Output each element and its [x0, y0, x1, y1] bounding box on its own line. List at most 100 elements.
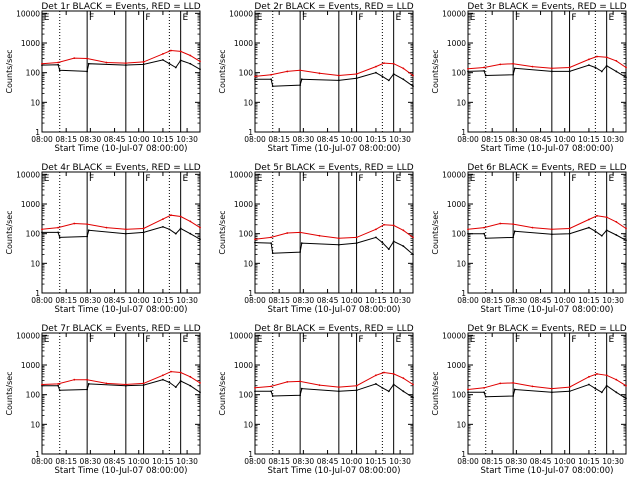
x-tick-label: 08:00 — [457, 457, 479, 466]
lld-point — [383, 62, 385, 65]
events-point — [550, 233, 553, 236]
lld-series-line — [467, 55, 627, 70]
lld-point — [412, 236, 414, 239]
x-tick-label: 08:15 — [481, 135, 503, 144]
lld-point — [162, 218, 164, 220]
lld-point — [318, 72, 321, 75]
y-tick-label: 1 — [248, 128, 253, 137]
x-tick-label: 10:30 — [176, 135, 198, 144]
events-point — [467, 70, 469, 73]
lld-point — [588, 218, 590, 221]
y-tick-label: 1 — [248, 450, 253, 459]
events-point — [270, 390, 273, 393]
lld-point — [254, 238, 256, 241]
x-tick-label: 08:45 — [317, 296, 339, 305]
events-point — [168, 62, 171, 65]
events-point — [568, 70, 571, 73]
flag-label: F — [89, 174, 94, 184]
events-point — [392, 383, 395, 386]
lld-point — [568, 386, 571, 389]
lld-point — [142, 227, 145, 230]
lld-point — [383, 223, 385, 226]
events-point — [254, 390, 256, 393]
events-point — [594, 66, 597, 69]
y-tick-label: 1 — [35, 289, 40, 298]
events-series-line — [468, 227, 627, 241]
lld-point — [57, 226, 60, 229]
flag-label: E — [395, 335, 401, 345]
flag-label: F — [89, 335, 94, 345]
events-point — [550, 391, 553, 394]
events-point — [550, 70, 553, 73]
events-point — [179, 59, 182, 62]
y-tick-label: 10 — [30, 420, 40, 429]
events-point — [375, 236, 377, 239]
y-tick-label: 10000 — [442, 170, 466, 179]
lld-point — [299, 231, 302, 234]
flag-label: E — [44, 13, 50, 23]
lld-point — [86, 378, 89, 381]
lld-point — [199, 381, 201, 384]
y-tick-label: 10000 — [229, 170, 253, 179]
lld-point — [531, 385, 534, 388]
lld-point — [170, 214, 172, 217]
events-point — [615, 70, 618, 73]
flag-label: F — [515, 13, 520, 23]
x-tick-label: 10:15 — [365, 457, 387, 466]
lld-point — [199, 226, 201, 229]
events-point — [600, 391, 603, 394]
y-tick-label: 10 — [456, 259, 466, 268]
events-point — [568, 232, 571, 235]
y-tick-label: 10 — [456, 98, 466, 107]
x-tick-label: 10:15 — [365, 135, 387, 144]
x-tick-label: 10:15 — [578, 296, 600, 305]
lld-series-line — [41, 214, 201, 230]
flag-label: F — [145, 174, 150, 184]
lld-point — [588, 375, 590, 378]
lld-point — [605, 56, 608, 59]
flag-label: E — [44, 335, 50, 345]
events-point — [402, 78, 405, 81]
events-point — [615, 234, 618, 236]
events-point — [588, 383, 590, 386]
events-point — [588, 64, 590, 67]
plot-frame — [254, 332, 414, 455]
events-point — [625, 239, 627, 242]
lld-point — [568, 227, 571, 230]
flag-label: F — [145, 335, 150, 345]
events-point — [605, 229, 608, 232]
flag-label: F — [515, 335, 520, 345]
events-point — [58, 236, 61, 239]
events-point — [124, 232, 127, 235]
y-tick-label: 100 — [452, 391, 467, 400]
events-point — [412, 396, 414, 399]
x-tick-label: 08:00 — [31, 457, 53, 466]
lld-point — [41, 383, 43, 386]
events-point — [484, 74, 487, 77]
lld-point — [286, 232, 289, 234]
lld-point — [57, 61, 60, 64]
events-point — [568, 390, 571, 393]
lld-point — [483, 66, 486, 69]
lld-point — [550, 228, 553, 231]
x-tick-label: 10:00 — [341, 135, 363, 144]
y-tick-label: 1000 — [447, 200, 466, 209]
events-point — [402, 245, 405, 248]
lld-point — [375, 228, 377, 231]
x-tick-label: 10:30 — [176, 457, 198, 466]
flag-label: F — [571, 335, 576, 345]
flag-label: F — [145, 13, 150, 23]
lld-point — [412, 74, 414, 77]
y-tick-label: 1000 — [234, 39, 253, 48]
events-point — [299, 251, 302, 253]
x-tick-label: 10:00 — [554, 296, 576, 305]
y-tick-label: 1 — [461, 128, 466, 137]
lld-point — [483, 226, 486, 229]
panel-title: Det 8r BLACK = Events, RED = LLD — [254, 324, 413, 334]
lld-point — [57, 383, 60, 385]
events-point — [615, 391, 618, 394]
